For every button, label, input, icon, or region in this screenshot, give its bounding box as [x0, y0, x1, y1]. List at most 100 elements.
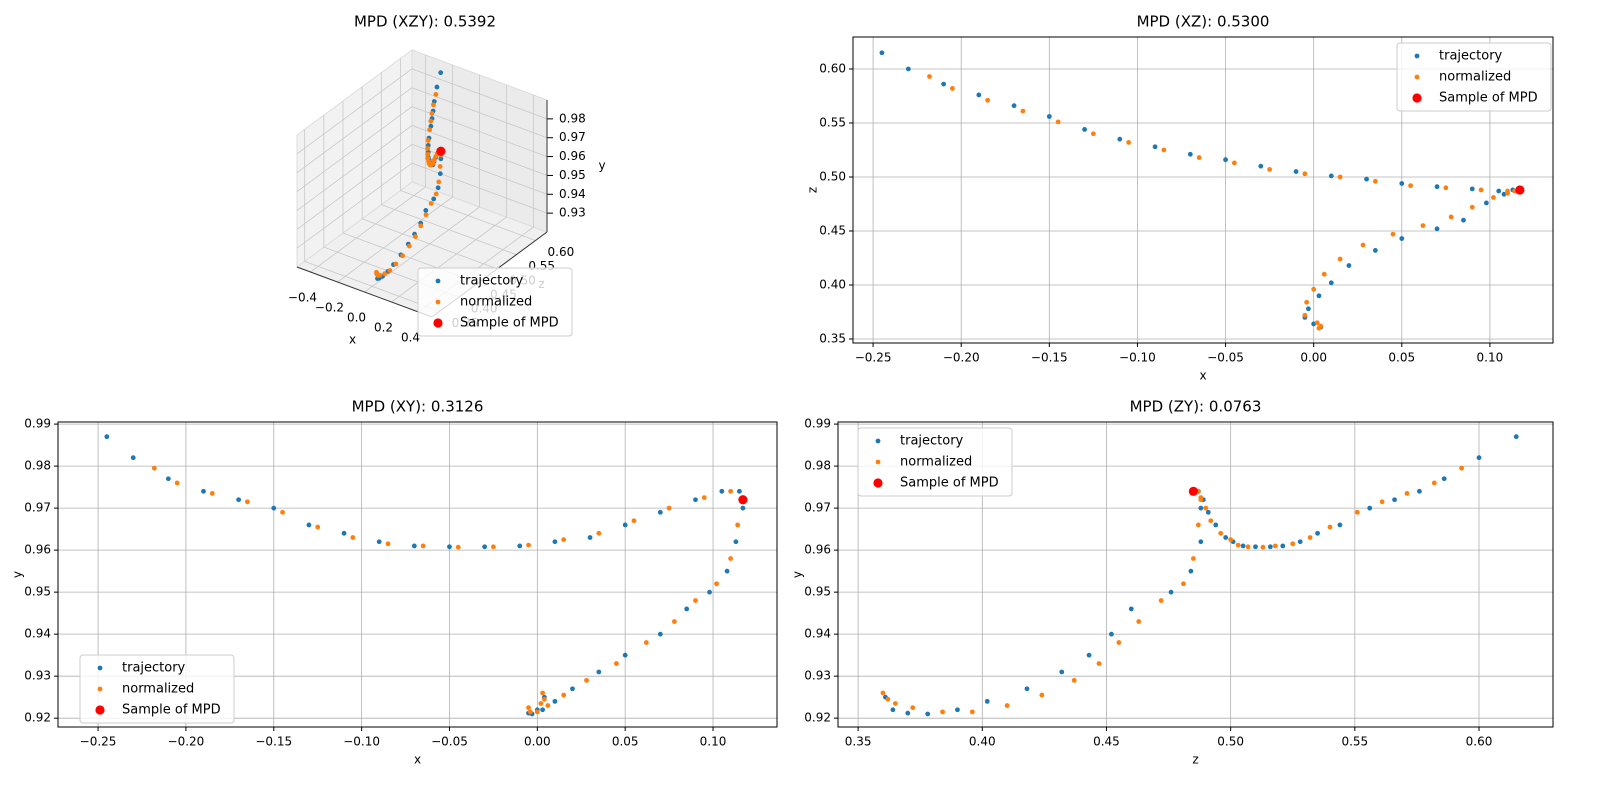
point: [447, 544, 452, 550]
point: [1448, 214, 1454, 220]
point: [1168, 589, 1174, 595]
point: [1392, 497, 1397, 503]
point: [1096, 661, 1102, 666]
grid-line: [304, 260, 440, 312]
point: [1293, 169, 1299, 174]
x-tick-label: −0.20: [943, 351, 980, 365]
point: [545, 703, 551, 708]
x-tick-label: 0.60: [1466, 735, 1493, 749]
point: [1297, 539, 1303, 545]
x-tick-label: −0.25: [855, 351, 892, 365]
point: [540, 690, 546, 696]
point: [1311, 286, 1317, 292]
point: [1152, 144, 1158, 150]
point: [614, 661, 619, 666]
legend-marker: [97, 686, 103, 692]
x-tick-label: 0.00: [1300, 351, 1327, 365]
y-tick-label: 0.95: [24, 585, 51, 599]
x-tick-label: 0.05: [612, 735, 639, 749]
point: [940, 709, 945, 715]
point: [1364, 176, 1369, 182]
legend-label: Sample of MPD: [900, 476, 999, 491]
x-axis-label: x: [349, 333, 356, 347]
point: [880, 690, 886, 696]
point: [1116, 640, 1122, 645]
point: [431, 102, 436, 108]
point: [1136, 619, 1142, 624]
y-axis-label: z: [806, 187, 820, 193]
legend-label: normalized: [1439, 70, 1511, 85]
point: [431, 157, 437, 163]
grid-line: [411, 125, 548, 176]
point: [1307, 535, 1313, 540]
point: [130, 455, 136, 461]
point: [1314, 320, 1320, 326]
y-tick-label: 0.93: [24, 669, 51, 683]
y-tick-label: 0.93: [804, 669, 831, 683]
point: [1188, 568, 1194, 574]
axis-line: [296, 266, 433, 318]
grid-line: [400, 190, 536, 241]
point: [1316, 325, 1322, 331]
x-tick-label: 0.50: [1217, 735, 1244, 749]
x-tick-label: −0.05: [1207, 351, 1244, 365]
x-tick-label: 0.00: [524, 735, 551, 749]
y-tick-label: 0.97: [24, 501, 51, 515]
point: [400, 253, 405, 259]
x-tick-label: 0.05: [1388, 351, 1415, 365]
point: [1483, 200, 1489, 206]
point: [1441, 476, 1447, 482]
point: [431, 196, 437, 202]
y-axis-label: y: [791, 571, 805, 578]
point: [491, 544, 496, 550]
point: [527, 709, 533, 715]
point: [165, 476, 171, 482]
point: [423, 212, 429, 218]
point: [657, 631, 663, 637]
point: [437, 171, 443, 177]
point: [1059, 669, 1065, 675]
y-tick-label: 0.93: [559, 206, 586, 220]
point: [1260, 544, 1266, 550]
point: [438, 70, 444, 76]
legend-box: [417, 267, 573, 337]
legend-label: Sample of MPD: [122, 703, 221, 718]
point: [1327, 524, 1333, 530]
point: [1020, 108, 1026, 114]
point: [1408, 183, 1414, 189]
x-tick-label: 0.10: [1477, 351, 1504, 365]
y-tick-label: 0.95: [804, 585, 831, 599]
point: [174, 480, 180, 486]
legend-marker: [95, 705, 105, 715]
point: [306, 522, 312, 528]
x-tick-label: 0.0: [347, 311, 366, 325]
point: [1469, 186, 1475, 192]
point: [1315, 530, 1320, 536]
point: [1290, 541, 1296, 547]
grid-line: [411, 106, 548, 157]
point: [666, 505, 672, 511]
point: [1039, 692, 1045, 698]
point: [433, 191, 439, 197]
point: [905, 710, 911, 716]
grid-line: [296, 162, 413, 249]
point: [541, 696, 547, 702]
point: [1399, 236, 1405, 241]
point: [1316, 293, 1322, 299]
legend-marker: [435, 299, 441, 305]
point: [724, 568, 730, 574]
point: [271, 505, 277, 511]
point: [736, 488, 742, 494]
x-tick-label: 0.2: [374, 321, 393, 335]
point: [434, 84, 440, 90]
point: [406, 243, 412, 249]
x-tick-label: −0.15: [1031, 351, 1068, 365]
grid-line: [362, 218, 498, 270]
y-tick-label: 0.96: [559, 149, 586, 163]
y-tick-label: 0.98: [559, 111, 586, 125]
point: [425, 146, 431, 151]
point: [1190, 556, 1196, 561]
point: [1205, 509, 1211, 515]
point: [738, 495, 748, 505]
point: [151, 465, 157, 471]
